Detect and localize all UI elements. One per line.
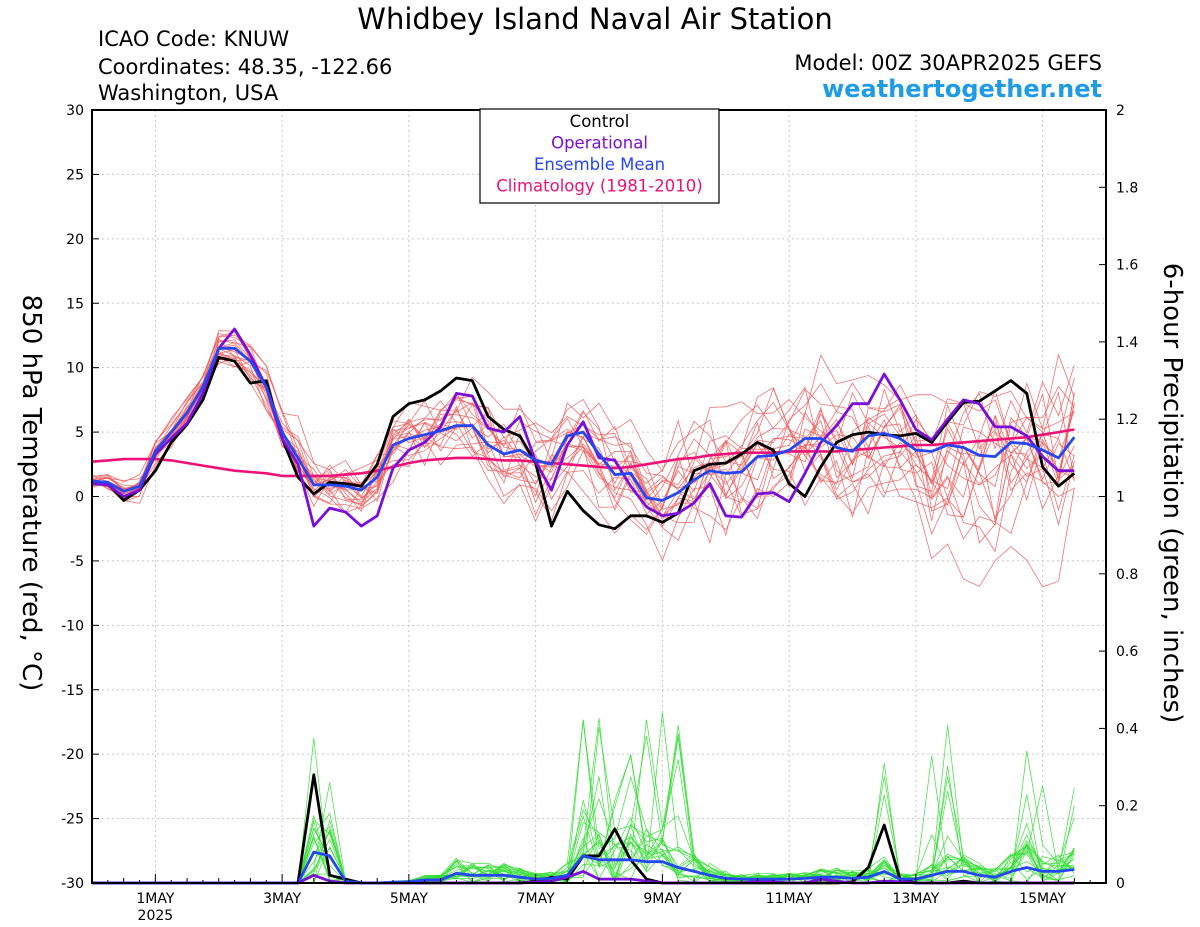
y-tick-label: 0: [75, 490, 84, 506]
temp-member-line: [91, 360, 1075, 562]
precip-member-line: [92, 816, 1075, 884]
x-tick-label: 5MAY: [390, 891, 428, 907]
y2-tick-label: 1.6: [1116, 258, 1138, 274]
precip-member-line: [92, 725, 1075, 884]
model-run: Model: 00Z 30APR2025 GEFS: [794, 51, 1102, 75]
ensemble-mean-temp-line: [91, 346, 1076, 502]
x-tick-label: 11MAY: [766, 891, 813, 907]
precip-member-line: [92, 759, 1075, 884]
y2-tick-label: 0.8: [1116, 567, 1138, 583]
x-tick-label: 13MAY: [892, 891, 939, 907]
temp-member-line: [91, 354, 1075, 545]
temp-member-line: [91, 342, 1075, 508]
y2-tick-label: 2: [1116, 103, 1125, 119]
coordinates: Coordinates: 48.35, -122.66: [98, 55, 393, 79]
operational-temp-line: [91, 327, 1075, 528]
y-tick-label: 5: [75, 425, 84, 441]
x-tick-label: 9MAY: [643, 891, 681, 907]
temp-member-line: [91, 334, 1075, 534]
y-tick-label: -5: [70, 554, 84, 570]
precip-member-line: [92, 726, 1075, 884]
y-tick-label: 25: [66, 167, 84, 183]
y-tick-label: -10: [61, 618, 84, 634]
precip-member-line: [92, 733, 1075, 884]
icao-code: ICAO Code: KNUW: [98, 27, 290, 51]
y-tick-label: -30: [61, 876, 84, 892]
y-tick-label: 15: [66, 296, 84, 312]
temp-member-line: [91, 350, 1075, 515]
region: Washington, USA: [98, 81, 279, 105]
x-tick-label: 3MAY: [263, 891, 301, 907]
y2-tick-label: 1.2: [1116, 412, 1138, 428]
y2-tick-label: 1.4: [1116, 335, 1138, 351]
chart-title: Whidbey Island Naval Air Station: [357, 2, 833, 36]
y2-tick-label: 0.6: [1116, 644, 1138, 660]
legend-box: [479, 108, 720, 204]
y2-tick-label: 1.8: [1116, 180, 1138, 196]
x-tick-label: 7MAY: [517, 891, 555, 907]
y-tick-label: -20: [61, 747, 84, 763]
legend-entry: Operational: [551, 134, 648, 153]
y2-tick-label: 0.2: [1116, 799, 1138, 815]
legend-entry: Ensemble Mean: [534, 155, 665, 174]
legend-entry: Climatology (1981-2010): [496, 177, 702, 196]
legend-entry: Control: [570, 112, 630, 131]
y2-tick-label: 0: [1116, 876, 1125, 892]
temp-member-line: [91, 348, 1075, 508]
x-tick-label: 15MAY: [1019, 891, 1066, 907]
x-tick-label: 1MAY: [136, 891, 174, 907]
y-tick-label: 10: [66, 361, 84, 377]
y2-tick-label: 0.4: [1116, 721, 1138, 737]
site-name: weathertogether.net: [822, 75, 1102, 103]
y-tick-label: -15: [61, 683, 84, 699]
y-tick-label: -25: [61, 812, 84, 828]
y2-tick-label: 1: [1116, 490, 1125, 506]
y-tick-label: 30: [66, 103, 84, 119]
control-temp-line: [91, 356, 1076, 531]
y-tick-label: 20: [66, 232, 84, 248]
precip-member-line: [92, 755, 1075, 884]
x-tick-sublabel: 2025: [138, 908, 174, 924]
precip-member-line: [92, 725, 1075, 884]
